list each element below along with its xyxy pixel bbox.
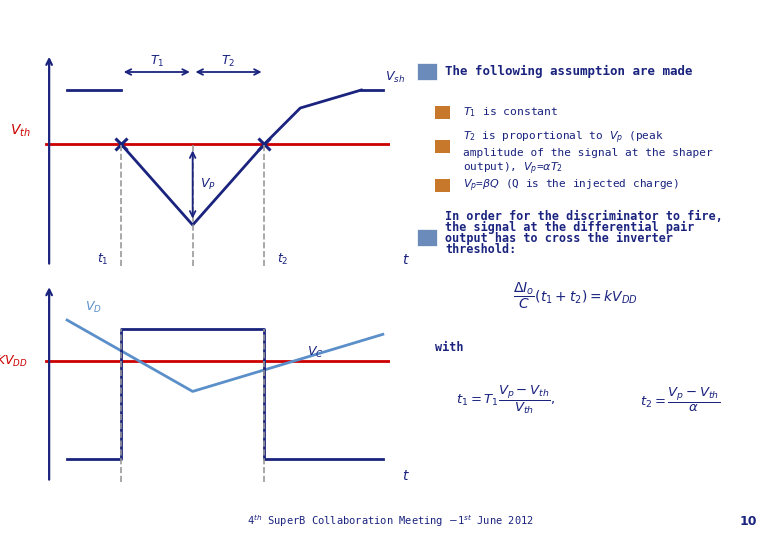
Text: $t_2$: $t_2$: [277, 252, 288, 267]
Text: $V_{sh}$: $V_{sh}$: [385, 70, 405, 85]
Text: $\dfrac{\Delta I_o}{C}(t_1+t_2)=kV_{DD}$: $\dfrac{\Delta I_o}{C}(t_1+t_2)=kV_{DD}$: [513, 281, 637, 311]
Text: $t_2=\dfrac{V_p-V_{th}}{\alpha}$: $t_2=\dfrac{V_p-V_{th}}{\alpha}$: [640, 386, 721, 414]
Text: 10: 10: [739, 515, 757, 528]
Text: In order for the discriminator to fire,: In order for the discriminator to fire,: [445, 210, 723, 222]
Text: $T_2$ is proportional to $V_p$ (peak: $T_2$ is proportional to $V_p$ (peak: [463, 130, 664, 146]
Text: $V_D$: $V_D$: [85, 300, 102, 315]
Bar: [435, 179, 449, 192]
Bar: [417, 229, 437, 246]
Text: $T_1$: $T_1$: [150, 54, 164, 69]
Text: $t_1=T_1\dfrac{V_p-V_{th}}{V_{th}}$,: $t_1=T_1\dfrac{V_p-V_{th}}{V_{th}}$,: [456, 383, 555, 416]
Text: amplitude of the signal at the shaper: amplitude of the signal at the shaper: [463, 148, 713, 158]
Text: t: t: [402, 253, 408, 267]
Bar: [435, 106, 449, 119]
Text: Discriminator response: Discriminator response: [12, 11, 289, 33]
Text: $t_1$: $t_1$: [98, 252, 108, 267]
Text: output), $V_p$=$\alpha T_2$: output), $V_p$=$\alpha T_2$: [463, 160, 563, 177]
Text: The following assumption are made: The following assumption are made: [445, 65, 693, 78]
Text: $T_1$ is constant: $T_1$ is constant: [463, 105, 558, 119]
Text: $T_2$: $T_2$: [222, 54, 236, 69]
Text: t: t: [402, 469, 408, 483]
Text: $V_C$: $V_C$: [307, 345, 324, 360]
Text: the signal at the differential pair: the signal at the differential pair: [445, 221, 695, 234]
Text: $V_{th}$: $V_{th}$: [10, 122, 31, 139]
Text: with: with: [435, 341, 463, 354]
Text: threshold:: threshold:: [445, 243, 516, 256]
Text: 4$^{th}$ SuperB Collaboration Meeting $-$1$^{st}$ June 2012: 4$^{th}$ SuperB Collaboration Meeting $-…: [246, 513, 534, 529]
Text: output has to cross the inverter: output has to cross the inverter: [445, 232, 673, 245]
Bar: [417, 63, 437, 80]
Bar: [435, 140, 449, 153]
Text: $KV_{DD}$: $KV_{DD}$: [0, 354, 27, 369]
Text: $V_p$=$\beta Q$ (Q is the injected charge): $V_p$=$\beta Q$ (Q is the injected charg…: [463, 178, 679, 194]
Text: $V_P$: $V_P$: [200, 177, 215, 192]
